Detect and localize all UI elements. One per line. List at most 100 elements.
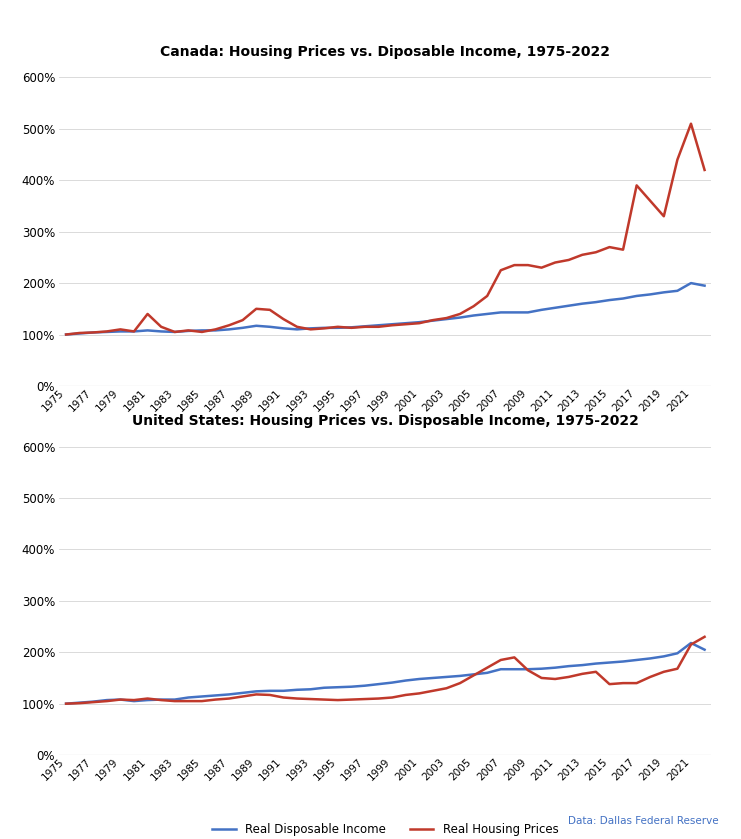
Real Disposable Income	[565, 300, 574, 310]
Real Housing Prices	[130, 326, 139, 336]
Real Disposable Income	[537, 664, 546, 674]
Real Housing Prices	[76, 328, 84, 338]
Real Housing Prices	[646, 672, 655, 682]
Real Housing Prices	[143, 694, 152, 704]
Real Housing Prices	[184, 696, 193, 706]
Real Housing Prices	[157, 322, 166, 332]
Real Housing Prices	[578, 669, 587, 679]
Real Housing Prices	[265, 690, 274, 700]
Real Disposable Income	[537, 305, 546, 315]
Real Disposable Income	[687, 278, 696, 288]
Real Housing Prices	[116, 325, 124, 335]
Real Housing Prices	[687, 118, 696, 128]
Real Disposable Income	[496, 307, 505, 317]
Real Disposable Income	[333, 323, 342, 333]
Real Disposable Income	[76, 697, 84, 707]
Real Disposable Income	[456, 312, 465, 322]
Real Housing Prices	[402, 319, 411, 329]
Text: Data: Dallas Federal Reserve: Data: Dallas Federal Reserve	[568, 816, 719, 826]
Real Disposable Income	[62, 699, 70, 709]
Real Disposable Income	[591, 297, 600, 307]
Real Disposable Income	[551, 663, 559, 673]
Real Disposable Income	[415, 674, 424, 684]
Real Disposable Income	[551, 303, 559, 313]
Real Disposable Income	[62, 330, 70, 340]
Real Disposable Income	[578, 299, 587, 309]
Real Housing Prices	[700, 632, 709, 642]
Real Housing Prices	[62, 330, 70, 340]
Real Disposable Income	[428, 315, 437, 326]
Real Disposable Income	[659, 651, 668, 661]
Real Housing Prices	[632, 180, 641, 190]
Real Disposable Income	[265, 322, 274, 332]
Real Housing Prices	[632, 678, 641, 688]
Real Disposable Income	[632, 291, 641, 301]
Real Housing Prices	[239, 315, 247, 326]
Real Disposable Income	[279, 323, 288, 333]
Real Housing Prices	[374, 322, 383, 332]
Real Disposable Income	[402, 675, 411, 685]
Real Housing Prices	[320, 695, 329, 705]
Title: United States: Housing Prices vs. Disposable Income, 1975-2022: United States: Housing Prices vs. Dispos…	[132, 414, 639, 428]
Real Housing Prices	[347, 323, 356, 333]
Real Housing Prices	[646, 195, 655, 206]
Real Disposable Income	[510, 664, 519, 675]
Real Housing Prices	[89, 327, 98, 337]
Title: Canada: Housing Prices vs. Diposable Income, 1975-2022: Canada: Housing Prices vs. Diposable Inc…	[160, 45, 611, 59]
Real Disposable Income	[619, 656, 628, 666]
Real Housing Prices	[537, 263, 546, 273]
Real Disposable Income	[374, 320, 383, 331]
Real Disposable Income	[333, 682, 342, 692]
Real Housing Prices	[293, 322, 302, 332]
Real Housing Prices	[170, 696, 179, 706]
Real Housing Prices	[170, 327, 179, 337]
Real Housing Prices	[279, 314, 288, 324]
Real Disposable Income	[659, 287, 668, 297]
Real Disposable Income	[646, 654, 655, 664]
Real Disposable Income	[320, 323, 329, 333]
Real Disposable Income	[252, 686, 261, 696]
Real Disposable Income	[673, 286, 682, 296]
Real Disposable Income	[211, 690, 220, 701]
Real Disposable Income	[524, 664, 533, 675]
Real Housing Prices	[659, 211, 668, 221]
Real Disposable Income	[184, 326, 193, 336]
Real Housing Prices	[537, 673, 546, 683]
Real Housing Prices	[428, 685, 437, 696]
Real Housing Prices	[360, 694, 369, 704]
Real Disposable Income	[605, 658, 614, 668]
Real Housing Prices	[551, 674, 559, 684]
Real Disposable Income	[225, 690, 233, 700]
Real Housing Prices	[76, 698, 84, 708]
Real Housing Prices	[374, 694, 383, 704]
Real Housing Prices	[469, 301, 478, 311]
Real Housing Prices	[184, 326, 193, 336]
Real Housing Prices	[619, 678, 628, 688]
Real Housing Prices	[551, 258, 559, 268]
Real Disposable Income	[347, 681, 356, 691]
Real Housing Prices	[524, 260, 533, 270]
Real Housing Prices	[565, 255, 574, 265]
Real Disposable Income	[197, 326, 206, 336]
Real Housing Prices	[483, 291, 492, 301]
Real Disposable Income	[578, 660, 587, 670]
Real Disposable Income	[632, 655, 641, 665]
Real Disposable Income	[442, 314, 451, 324]
Real Housing Prices	[456, 678, 465, 688]
Real Disposable Income	[130, 696, 139, 706]
Real Disposable Income	[442, 672, 451, 682]
Real Disposable Income	[225, 325, 233, 335]
Real Disposable Income	[510, 307, 519, 317]
Real Disposable Income	[197, 691, 206, 701]
Real Housing Prices	[469, 670, 478, 680]
Real Housing Prices	[415, 318, 424, 328]
Real Disposable Income	[347, 322, 356, 332]
Real Housing Prices	[442, 313, 451, 323]
Real Disposable Income	[89, 696, 98, 706]
Real Disposable Income	[700, 644, 709, 654]
Real Housing Prices	[293, 694, 302, 704]
Real Housing Prices	[197, 696, 206, 706]
Real Disposable Income	[483, 668, 492, 678]
Real Housing Prices	[524, 665, 533, 675]
Real Housing Prices	[211, 695, 220, 705]
